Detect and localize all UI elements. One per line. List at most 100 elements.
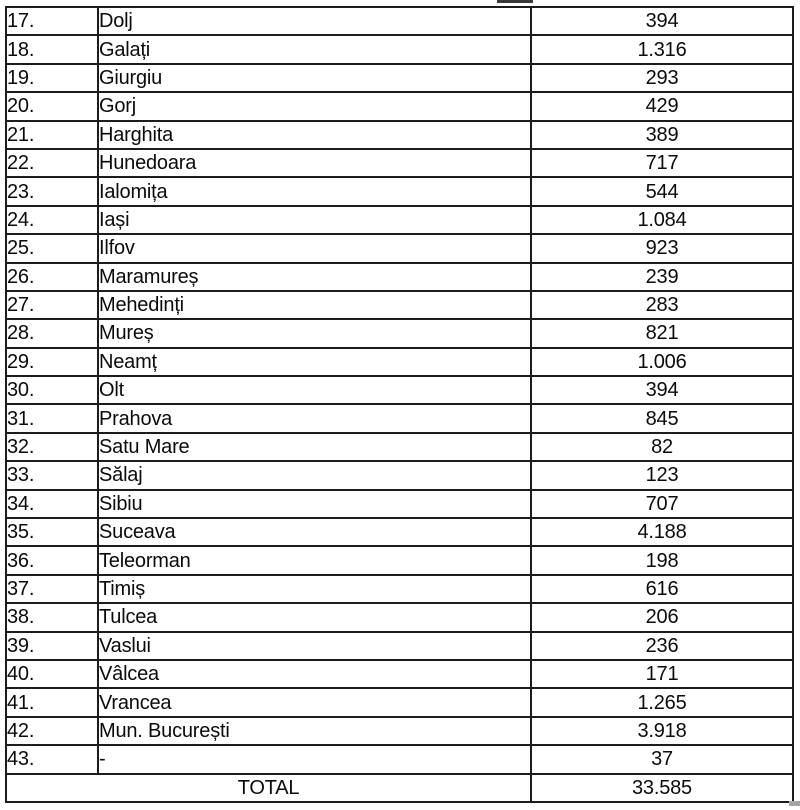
count-value-cell: 3.918: [530, 715, 794, 747]
count-value-cell: 821: [530, 318, 794, 349]
county-name-cell: Dolj: [97, 5, 532, 37]
row-number-cell: 43.: [5, 744, 99, 775]
scan-artifact-bottom-right: [789, 801, 800, 806]
table-row: 36. Teleorman 198: [5, 545, 794, 576]
scan-artifact-top: [497, 0, 533, 3]
count-value-cell: 198: [530, 545, 794, 576]
county-name-cell: Mun. București: [97, 715, 532, 747]
row-number-cell: 21.: [5, 119, 99, 150]
county-name-cell: Hunedoara: [97, 147, 532, 179]
table-row: 26. Maramureș 239: [5, 261, 794, 292]
table-row: 21. Harghita 389: [5, 119, 794, 150]
row-number-cell: 32.: [5, 431, 99, 463]
table-row: 27. Mehedinți 283: [5, 289, 794, 321]
county-name-cell: Maramureș: [97, 261, 532, 292]
county-name-cell: Vâlcea: [97, 658, 532, 690]
county-name-cell: Ilfov: [97, 233, 532, 264]
row-number-cell: 25.: [5, 233, 99, 264]
county-name-cell: Prahova: [97, 403, 532, 434]
count-value-cell: 283: [530, 289, 794, 321]
table-row: 29. Neamț 1.006: [5, 346, 794, 378]
count-value-cell: 389: [530, 119, 794, 150]
count-value-cell: 293: [530, 62, 794, 94]
count-value-cell: 394: [530, 375, 794, 406]
county-name-cell: -: [97, 744, 532, 775]
county-name-cell: Galați: [97, 34, 532, 65]
row-number-cell: 18.: [5, 34, 99, 65]
total-value: 33.585: [530, 772, 794, 803]
count-value-cell: 845: [530, 403, 794, 434]
row-number-cell: 34.: [5, 488, 99, 520]
county-name-cell: Olt: [97, 375, 532, 406]
county-name-cell: Timiș: [97, 573, 532, 605]
row-number-cell: 17.: [5, 5, 99, 37]
row-number-cell: 28.: [5, 318, 99, 349]
row-number-cell: 22.: [5, 147, 99, 179]
row-number-cell: 29.: [5, 346, 99, 378]
table-row: 33. Sălaj 123: [5, 460, 794, 491]
county-name-cell: Sălaj: [97, 460, 532, 491]
table-row: 35. Suceava 4.188: [5, 517, 794, 548]
count-value-cell: 1.006: [530, 346, 794, 378]
row-number-cell: 20.: [5, 91, 99, 122]
table-row: 20. Gorj 429: [5, 91, 794, 122]
row-number-cell: 30.: [5, 375, 99, 406]
count-value-cell: 717: [530, 147, 794, 179]
count-value-cell: 206: [530, 602, 794, 633]
total-row: TOTAL 33.585: [5, 772, 794, 803]
count-value-cell: 429: [530, 91, 794, 122]
county-name-cell: Sibiu: [97, 488, 532, 520]
table-row: 30. Olt 394: [5, 375, 794, 406]
table-row: 39. Vaslui 236: [5, 630, 794, 661]
count-value-cell: 616: [530, 573, 794, 605]
row-number-cell: 36.: [5, 545, 99, 576]
county-name-cell: Vrancea: [97, 687, 532, 718]
row-number-cell: 33.: [5, 460, 99, 491]
count-value-cell: 239: [530, 261, 794, 292]
table-row: 19. Giurgiu 293: [5, 62, 794, 94]
table-row: 28. Mureș 821: [5, 318, 794, 349]
count-value-cell: 123: [530, 460, 794, 491]
table-row: 18. Galați 1.316: [5, 34, 794, 65]
county-name-cell: Harghita: [97, 119, 532, 150]
count-value-cell: 37: [530, 744, 794, 775]
county-name-cell: Vaslui: [97, 630, 532, 661]
county-name-cell: Mureș: [97, 318, 532, 349]
table-row: 24. Iași 1.084: [5, 204, 794, 236]
table-row: 43. - 37: [5, 744, 794, 775]
table-row: 38. Tulcea 206: [5, 602, 794, 633]
count-value-cell: 236: [530, 630, 794, 661]
row-number-cell: 37.: [5, 573, 99, 605]
row-number-cell: 19.: [5, 62, 99, 94]
row-number-cell: 40.: [5, 658, 99, 690]
county-name-cell: Tulcea: [97, 602, 532, 633]
table-row: 42. Mun. București 3.918: [5, 715, 794, 747]
county-name-cell: Suceava: [97, 517, 532, 548]
table-body: 17. Dolj 394 18. Galați 1.316 19. Giurgi…: [5, 5, 794, 775]
table-row: 37. Timiș 616: [5, 573, 794, 605]
table-row: 23. Ialomița 544: [5, 176, 794, 207]
row-number-cell: 24.: [5, 204, 99, 236]
county-name-cell: Gorj: [97, 91, 532, 122]
table-row: 32. Satu Mare 82: [5, 431, 794, 463]
table-row: 40. Vâlcea 171: [5, 658, 794, 690]
county-name-cell: Ialomița: [97, 176, 532, 207]
county-name-cell: Satu Mare: [97, 431, 532, 463]
county-name-cell: Iași: [97, 204, 532, 236]
row-number-cell: 38.: [5, 602, 99, 633]
table-row: 17. Dolj 394: [5, 5, 794, 37]
count-value-cell: 1.084: [530, 204, 794, 236]
count-value-cell: 394: [530, 5, 794, 37]
table-row: 41. Vrancea 1.265: [5, 687, 794, 718]
count-value-cell: 923: [530, 233, 794, 264]
row-number-cell: 41.: [5, 687, 99, 718]
count-value-cell: 4.188: [530, 517, 794, 548]
county-name-cell: Giurgiu: [97, 62, 532, 94]
total-label: TOTAL: [5, 772, 532, 803]
county-name-cell: Teleorman: [97, 545, 532, 576]
count-value-cell: 1.265: [530, 687, 794, 718]
row-number-cell: 39.: [5, 630, 99, 661]
county-count-table: 17. Dolj 394 18. Galați 1.316 19. Giurgi…: [5, 5, 794, 803]
table-row: 25. Ilfov 923: [5, 233, 794, 264]
